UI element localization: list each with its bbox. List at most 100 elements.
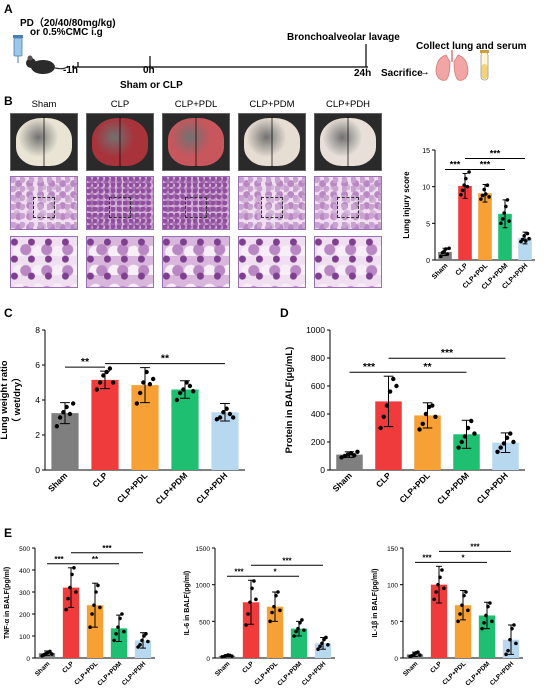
y-tick-label: 300 [19, 590, 30, 597]
y-tick-label: 150 [387, 546, 398, 553]
data-point [507, 219, 511, 223]
y-tick-label: 8 [35, 325, 40, 335]
collect-label: Collect lung and serum [416, 41, 527, 52]
data-point [324, 635, 328, 640]
data-point [480, 193, 485, 198]
y-tick-label: 1000 [306, 325, 325, 335]
lung-cleft [271, 117, 273, 167]
data-point [54, 424, 60, 429]
lung-photo [314, 113, 382, 171]
data-point [68, 585, 72, 590]
significance-label: ** [423, 361, 432, 373]
data-point [522, 234, 526, 238]
data-point [320, 641, 324, 646]
data-point [70, 572, 74, 577]
histology-lowmag [10, 176, 78, 230]
data-point [70, 401, 76, 406]
time-24h: 24h [354, 68, 372, 79]
category-label: CLP+PDM [276, 660, 303, 687]
data-point [484, 192, 488, 196]
data-point [90, 612, 94, 616]
data-point [140, 638, 144, 643]
bar [478, 615, 496, 658]
data-point [462, 593, 466, 598]
data-point [467, 170, 471, 174]
column-label: CLP [110, 99, 130, 110]
data-point [391, 376, 396, 382]
bronchoalveolar-label: Bronchoalveolar lavage [287, 32, 400, 43]
data-point [510, 626, 514, 631]
column-label: CLP+PDL [174, 99, 218, 110]
data-point [278, 608, 282, 613]
data-point [50, 652, 54, 656]
data-point [436, 582, 440, 587]
y-tick-label: 0 [206, 656, 210, 663]
y-tick-label: 5 [426, 221, 430, 228]
data-point [482, 621, 486, 625]
bar [478, 193, 492, 260]
data-point [418, 653, 422, 657]
data-point [381, 414, 386, 419]
data-point [137, 390, 143, 396]
y-tick-label: 1000 [196, 583, 211, 590]
data-point [134, 401, 140, 406]
data-point [460, 188, 465, 193]
data-point [276, 590, 280, 594]
data-point [244, 623, 248, 627]
data-point [465, 184, 470, 189]
category-label: CLP [455, 262, 470, 277]
data-point [504, 435, 510, 440]
data-point [502, 211, 506, 215]
lung-cleft [195, 117, 197, 167]
data-point [187, 383, 193, 389]
data-point [487, 195, 491, 199]
data-point [254, 597, 258, 602]
histology-highmag [314, 236, 382, 288]
y-tick-label: 0 [394, 656, 398, 663]
data-point [144, 369, 149, 375]
y-tick-label: 0 [35, 465, 40, 475]
data-point [72, 566, 76, 570]
dose-line-2: or 0.5%CMC i.g [30, 27, 103, 38]
bar [266, 606, 284, 658]
category-label: CLP+PDH [121, 660, 148, 687]
significance-label: *** [282, 556, 292, 565]
data-point [64, 404, 69, 410]
data-point [469, 418, 474, 424]
data-point [472, 431, 477, 436]
bar [458, 185, 472, 260]
data-point [250, 586, 254, 591]
data-point [355, 449, 360, 454]
category-label: CLP [61, 660, 76, 675]
bar [430, 584, 448, 658]
time-0h: 0h [143, 65, 155, 76]
y-tick-label: 6 [35, 360, 40, 370]
data-point [270, 610, 274, 615]
data-point [480, 626, 484, 631]
data-point [217, 415, 223, 420]
data-point [88, 625, 92, 629]
data-point [439, 254, 443, 259]
histology-highmag [86, 236, 154, 288]
bar [171, 389, 199, 470]
category-label: Sham [46, 470, 70, 494]
significance-label: *** [441, 347, 454, 359]
data-point [438, 575, 442, 580]
lung-photo [10, 113, 78, 171]
data-point [326, 643, 330, 647]
data-point [150, 376, 156, 382]
bar [91, 379, 119, 470]
data-point [440, 568, 444, 572]
data-point [272, 604, 276, 609]
data-point [138, 643, 142, 647]
data-point [423, 411, 429, 417]
significance-label: *** [480, 159, 491, 169]
data-point [294, 629, 298, 634]
data-point [500, 217, 505, 221]
bar [518, 238, 532, 260]
data-point [484, 613, 488, 618]
significance-label: *** [234, 567, 244, 576]
data-point [482, 187, 486, 192]
y-axis-label: Lung injury score [402, 171, 411, 239]
